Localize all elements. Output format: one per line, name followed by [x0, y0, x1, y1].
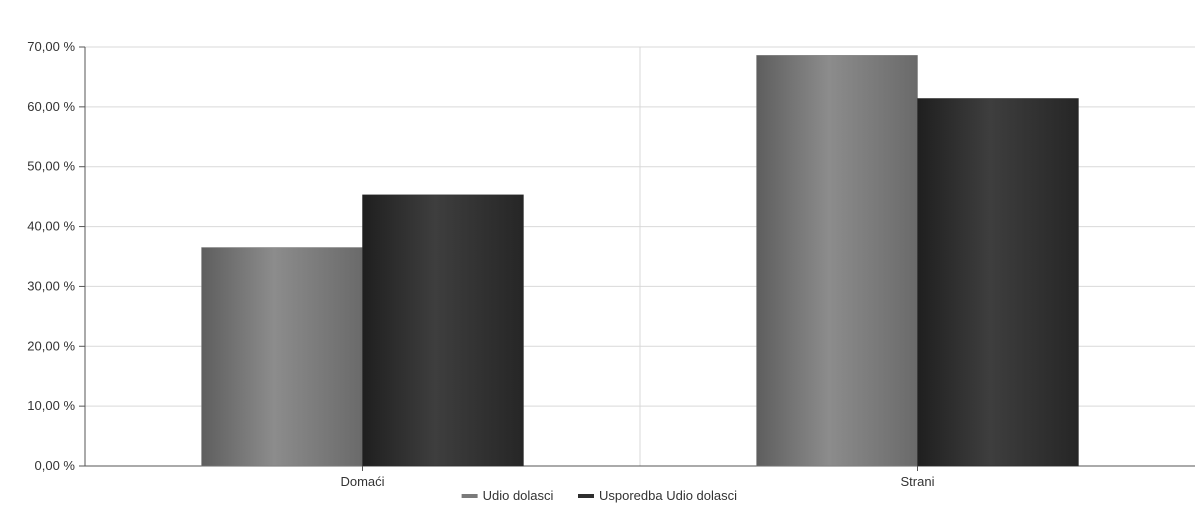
y-tick-label: 20,00 %: [27, 338, 75, 353]
legend-swatch: [578, 494, 594, 498]
bar-usporedba-udio-dolasci-0: [362, 194, 524, 467]
bar-usporedba-udio-dolasci-1: [917, 98, 1079, 467]
y-tick-label: 30,00 %: [27, 278, 75, 293]
y-tick-label: 60,00 %: [27, 99, 75, 114]
y-tick-label: 40,00 %: [27, 219, 75, 234]
bar-udio-dolasci-0: [201, 247, 363, 467]
y-tick-label: 10,00 %: [27, 398, 75, 413]
y-tick-label: 0,00 %: [35, 458, 76, 473]
legend-label: Udio dolasci: [483, 488, 554, 503]
axis-labels: 0,00 % 10,00 % 20,00 % 30,00 % 40,00 % 50,00 …: [27, 39, 934, 489]
y-tick-label: 70,00 %: [27, 39, 75, 54]
legend-label: Usporedba Udio dolasci: [599, 488, 737, 503]
legend: Udio dolasci Usporedba Udio dolasci: [461, 488, 737, 503]
bar-udio-dolasci-1: [756, 55, 918, 467]
legend-swatch: [461, 494, 478, 498]
x-tick-label: Strani: [901, 474, 935, 489]
bars: [201, 55, 1079, 467]
x-tick-label: Domaći: [340, 474, 384, 489]
y-tick-label: 50,00 %: [27, 159, 75, 174]
